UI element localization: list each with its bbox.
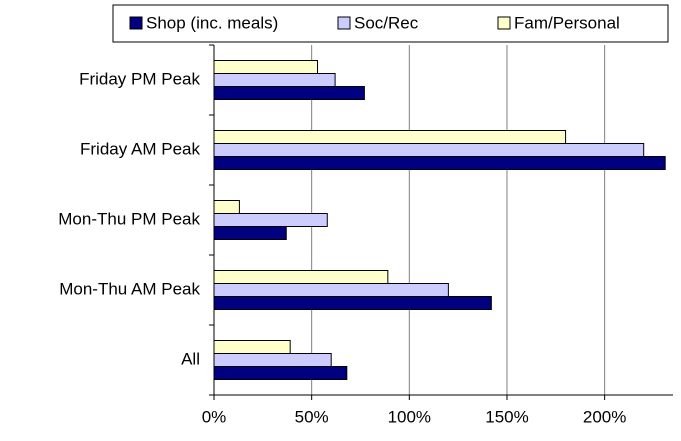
y-tick-label: Friday AM Peak (80, 139, 200, 158)
y-tick-label: Mon-Thu AM Peak (59, 279, 200, 298)
bar (213, 270, 389, 284)
bar (213, 73, 336, 87)
legend-swatch (337, 16, 351, 30)
x-tick-label: 200% (583, 407, 626, 426)
legend-swatch (497, 16, 511, 30)
bar (213, 156, 666, 170)
x-tick-label: 150% (485, 407, 528, 426)
bar (213, 366, 348, 380)
x-tick-label: 0% (202, 407, 227, 426)
bar (213, 283, 449, 297)
bar (213, 60, 319, 74)
bar (213, 143, 645, 157)
y-tick-label: All (181, 349, 200, 368)
legend-label: Shop (inc. meals) (146, 13, 278, 32)
bar (213, 340, 291, 354)
x-tick-label: 50% (295, 407, 329, 426)
bar (213, 296, 492, 310)
y-tick-label: Mon-Thu PM Peak (58, 209, 200, 228)
bar (213, 226, 287, 240)
legend-label: Soc/Rec (354, 13, 419, 32)
bar (213, 130, 567, 144)
legend-box (112, 4, 669, 43)
bar (213, 200, 240, 214)
y-tick-label: Friday PM Peak (79, 69, 200, 88)
legend-swatch (129, 16, 143, 30)
x-tick-label: 100% (388, 407, 431, 426)
bar (213, 213, 328, 227)
legend-label: Fam/Personal (514, 13, 620, 32)
bar (213, 353, 332, 367)
bar (213, 86, 365, 100)
